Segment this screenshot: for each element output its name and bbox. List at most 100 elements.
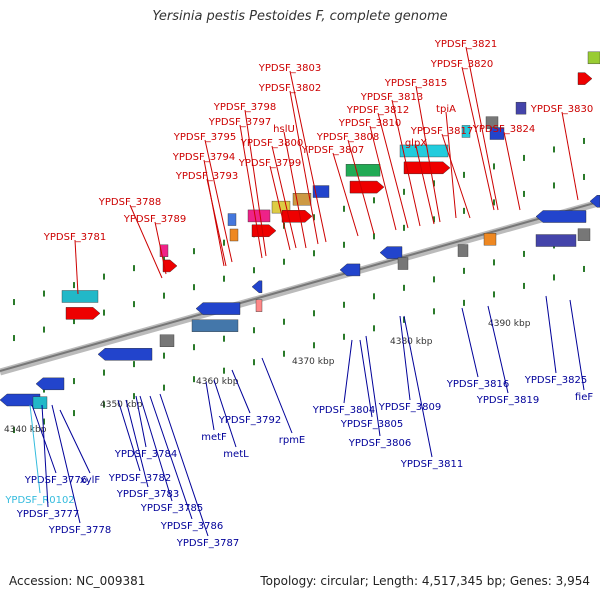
scale-tick-label: 4370 kbp [292, 357, 335, 367]
gene-label-YPDSF_3783-leader [125, 399, 149, 488]
gene-label-YPDSF_3810: YPDSF_3810 [338, 118, 401, 129]
gene-label-rpmE: rpmE [279, 435, 306, 446]
gene-feature-2 [65, 307, 101, 320]
gene-label-YPDSF_3781-leader [74, 239, 79, 295]
gene-label-YPDSF_3785: YPDSF_3785 [140, 503, 203, 514]
genome-title: Yersinia pestis Pestoides F, complete ge… [152, 9, 448, 24]
gene-label-YPDSF_3830-leader [561, 111, 579, 201]
gene-label-YPDSF_3802-leader [289, 90, 319, 245]
gene-label-YPDSF_3798: YPDSF_3798 [213, 102, 276, 113]
gene-label-YPDSF_3778: YPDSF_3778 [48, 525, 111, 536]
gene-label-YPDSF_3782-leader [117, 399, 141, 472]
gene-label-YPDSF_3815-leader [415, 85, 441, 223]
gene-label-YPDSF_3819: YPDSF_3819 [476, 395, 539, 406]
gene-label-YPDSF_3788-leader [129, 204, 163, 279]
gene-label-YPDSF_3806: YPDSF_3806 [348, 438, 411, 449]
gene-label-YPDSF_3799: YPDSF_3799 [238, 158, 301, 169]
gene-label-YPDSF_3812-leader [377, 112, 409, 229]
gene-label-YPDSF_3809-leader [399, 315, 411, 401]
gene-label-metL: metL [223, 449, 249, 460]
gene-label-YPDSF_3783: YPDSF_3783 [116, 489, 179, 500]
gene-label-hslU: hslU [273, 124, 295, 135]
gene-label-YPDSF_3816-leader [461, 307, 479, 378]
gene-label-YPDSF_3813: YPDSF_3813 [360, 92, 423, 103]
gene-label-YPDSF_3784: YPDSF_3784 [114, 449, 177, 460]
gene-label-YPDSF_3777-leader [41, 404, 49, 508]
gene-label-YPDSF_3825-leader [545, 295, 557, 374]
gene-label-YPDSF_3812: YPDSF_3812 [346, 105, 409, 116]
gene-label-YPDSF_3806-leader [365, 335, 381, 437]
gene-label-YPDSF_3811: YPDSF_3811 [400, 459, 463, 470]
gene-feature-20 [515, 101, 527, 115]
gene-feature-5 [227, 213, 237, 226]
gene-feature-30 [251, 280, 263, 293]
gene-label-YPDSF_3797-leader [239, 124, 263, 259]
gene-label-metF: metF [201, 432, 227, 443]
gene-label-hslU-leader [283, 131, 307, 249]
gene-label-YPDSF_3799-leader [269, 165, 291, 251]
gene-label-YPDSF_3777: YPDSF_3777 [16, 509, 79, 520]
gene-label-glpX: glpX [405, 138, 427, 149]
gene-feature-12 [312, 185, 330, 198]
gene-feature-35 [457, 244, 469, 257]
gene-label-fieF-leader [569, 299, 585, 391]
gene-feature-28 [195, 302, 241, 315]
gene-label-YPDSF_3821: YPDSF_3821 [434, 39, 497, 50]
scale-tick-label: 4380 kbp [390, 337, 433, 347]
gene-feature-36 [483, 233, 497, 246]
gene-label-YPDSF_3821-leader [465, 46, 499, 211]
gene-label-glpX-leader [415, 145, 435, 225]
gene-label-fieF: fieF [575, 392, 593, 403]
gene-feature-37 [535, 210, 587, 223]
gene-label-YPDSF_3809: YPDSF_3809 [378, 402, 441, 413]
gene-feature-23 [0, 393, 41, 407]
scale-tick-label: 4340 kbp [4, 425, 47, 435]
gene-feature-31 [255, 299, 263, 312]
gene-feature-10 [281, 210, 313, 223]
gene-label-YPDSF_3789-leader [154, 221, 167, 275]
gene-label-YPDSF_R0102-leader [29, 404, 41, 494]
gene-label-YPDSF_R0102: YPDSF_R0102 [4, 495, 74, 506]
gene-label-YPDSF_3792-leader [231, 369, 251, 414]
gene-label-YPDSF_3787: YPDSF_3787 [176, 538, 239, 549]
gene-label-YPDSF_3807-leader [332, 152, 359, 237]
gene-label-YPDSF_3803-leader [289, 70, 327, 243]
gene-feature-25 [32, 396, 48, 409]
gene-feature-22 [587, 51, 600, 65]
gene-label-YPDSF_3815: YPDSF_3815 [384, 78, 447, 89]
gene-label-YPDSF_3802: YPDSF_3802 [258, 83, 321, 94]
gene-label-xylF: xylF [80, 475, 101, 486]
gene-label-YPDSF_3784-leader [135, 395, 147, 448]
gene-feature-34 [397, 257, 409, 270]
gene-label-YPDSF_3776: YPDSF_3776 [24, 475, 87, 486]
gene-label-YPDSF_3825: YPDSF_3825 [524, 375, 587, 386]
gene-label-YPDSF_3816: YPDSF_3816 [446, 379, 509, 390]
gene-label-YPDSF_3805-leader [359, 339, 373, 418]
gene-label-YPDSF_3813-leader [391, 99, 421, 227]
gene-label-YPDSF_3778-leader [51, 404, 81, 524]
gene-label-YPDSF_3798-leader [244, 109, 267, 257]
gene-feature-27 [159, 334, 175, 347]
gene-label-metF-leader [205, 381, 215, 431]
gene-label-YPDSF_3789: YPDSF_3789 [123, 214, 186, 225]
gene-label-YPDSF_3804-leader [343, 339, 353, 404]
gene-feature-4 [162, 259, 178, 273]
gene-label-tpiA-leader [445, 111, 457, 219]
gene-feature-14 [349, 180, 385, 194]
gene-feature-13 [345, 164, 381, 177]
scale-tick-label: 4390 kbp [488, 319, 531, 329]
gene-label-YPDSF_3807: YPDSF_3807 [301, 145, 364, 156]
gene-label-YPDSF_3808: YPDSF_3808 [316, 132, 379, 143]
gene-label-YPDSF_3824-leader [503, 131, 521, 211]
gene-label-YPDSF_3792: YPDSF_3792 [218, 415, 281, 426]
gene-label-YPDSF_3800: YPDSF_3800 [240, 138, 303, 149]
gene-label-YPDSF_3830: YPDSF_3830 [530, 104, 593, 115]
gene-label-YPDSF_3782: YPDSF_3782 [108, 473, 171, 484]
accession-label: Accession: NC_009381 [9, 574, 146, 588]
gene-label-YPDSF_3781: YPDSF_3781 [43, 232, 106, 243]
gene-label-YPDSF_3800-leader [271, 145, 297, 249]
gene-feature-21 [577, 72, 593, 85]
gene-label-YPDSF_3786-leader [149, 395, 193, 520]
gene-label-xylF-leader [59, 409, 91, 474]
gene-label-YPDSF_3797: YPDSF_3797 [208, 117, 271, 128]
